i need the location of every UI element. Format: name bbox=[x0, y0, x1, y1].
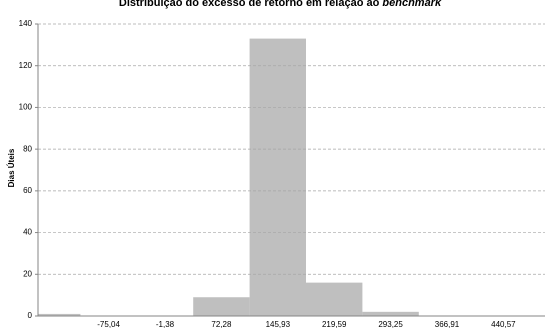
y-tick-label: 20 bbox=[23, 269, 32, 278]
bar bbox=[306, 282, 363, 316]
x-tick-label: -1,38 bbox=[156, 320, 175, 329]
title-emphasis: benchmark bbox=[382, 0, 442, 9]
y-tick-label: 60 bbox=[23, 186, 32, 195]
x-tick-label: 72,28 bbox=[211, 320, 232, 329]
y-tick-label: 100 bbox=[19, 103, 33, 112]
y-tick-label: 80 bbox=[23, 144, 32, 153]
chart-title: Distribuição do excesso de retorno em re… bbox=[119, 0, 442, 9]
x-tick-label: 293,25 bbox=[378, 320, 403, 329]
x-tick-label: 366,91 bbox=[435, 320, 460, 329]
bar bbox=[249, 38, 306, 316]
bars bbox=[38, 38, 419, 316]
y-tick-label: 40 bbox=[23, 228, 32, 237]
title-text: Distribuição do excesso de retorno em re… bbox=[119, 0, 380, 9]
x-tick-label: 145,93 bbox=[266, 320, 291, 329]
y-tick-label: 140 bbox=[19, 19, 33, 28]
bar bbox=[193, 297, 250, 316]
y-tick-label: 0 bbox=[28, 311, 33, 320]
x-tick-label: 219,59 bbox=[322, 320, 347, 329]
y-tick-label: 120 bbox=[19, 61, 33, 70]
y-axis-label: Dias Úteis bbox=[7, 148, 16, 187]
bar bbox=[38, 313, 81, 316]
bar bbox=[362, 311, 419, 316]
x-tick-label: 440,57 bbox=[491, 320, 516, 329]
x-tick-label: -75,04 bbox=[97, 320, 120, 329]
